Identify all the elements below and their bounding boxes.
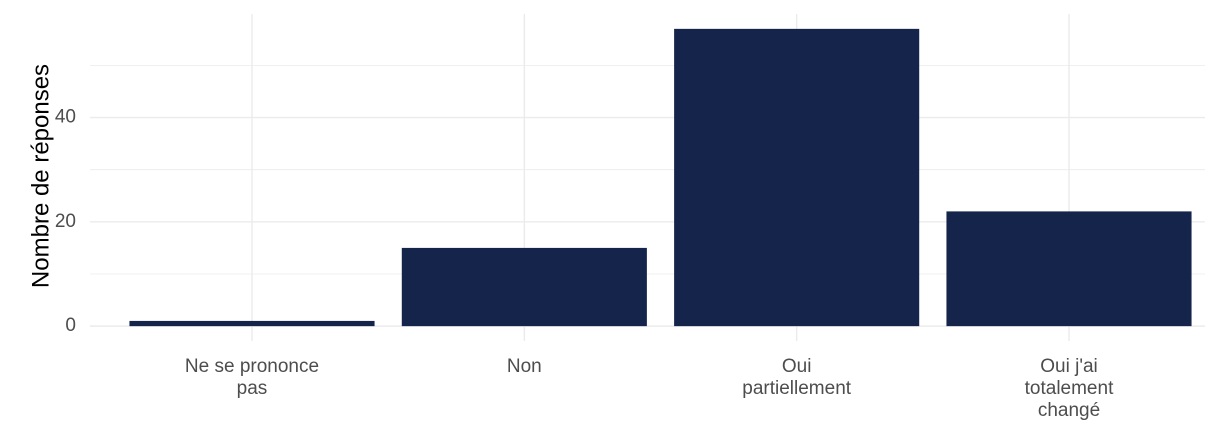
bar [946, 211, 1192, 327]
x-tick-label: Oui partiellement [742, 356, 851, 399]
bar [129, 320, 375, 327]
x-tick-label: Oui j'ai totalement changé [1025, 356, 1114, 421]
y-tick-label: 20 [55, 211, 76, 232]
y-tick-label: 40 [55, 107, 76, 128]
bar [674, 28, 920, 327]
y-tick-label: 0 [65, 315, 76, 336]
bar [401, 247, 647, 327]
y-axis-label: Nombre de réponses [27, 64, 54, 288]
x-tick-label: Ne se prononce pas [185, 356, 319, 399]
x-tick-label: Non [507, 356, 542, 377]
